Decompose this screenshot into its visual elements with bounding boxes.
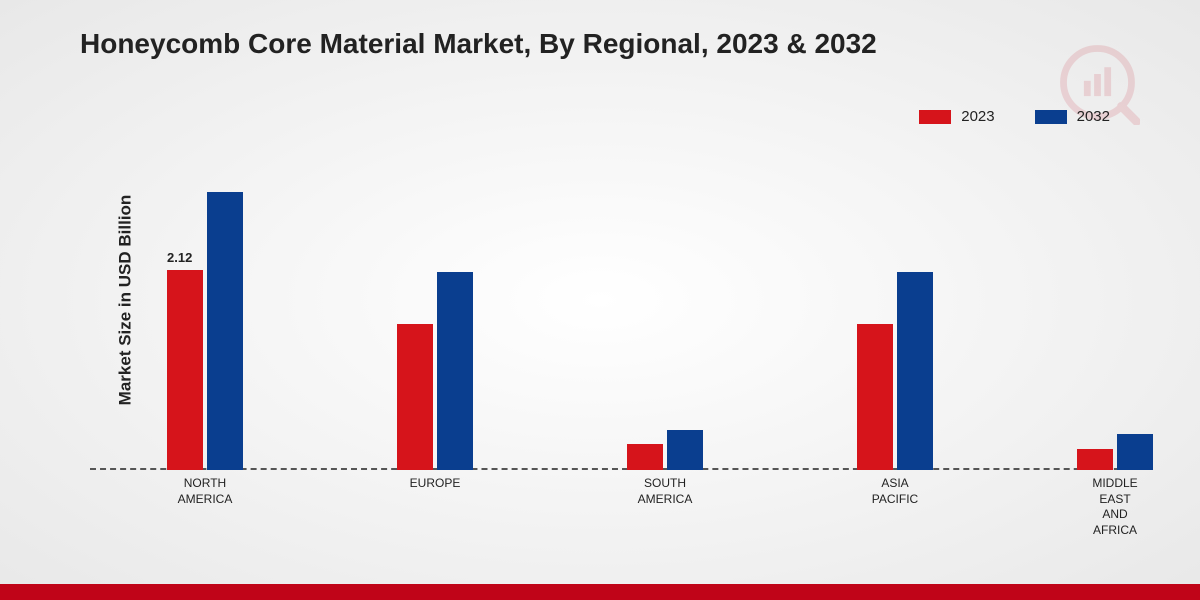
bar-2032 (437, 272, 473, 470)
bar-2032 (207, 192, 243, 470)
bar-group (1077, 434, 1153, 470)
bar-2023 (857, 324, 893, 470)
bar-group (857, 272, 933, 470)
bar-value-label: 2.12 (167, 250, 192, 265)
bar-2032 (897, 272, 933, 470)
baseline (90, 468, 1150, 470)
bar-2023 (1077, 449, 1113, 470)
bar-group: 2.12 (167, 192, 243, 470)
legend-item-2032: 2032 (1035, 108, 1110, 125)
legend-label-2023: 2023 (961, 108, 994, 125)
bar-2032 (667, 430, 703, 470)
legend-swatch-2023 (919, 110, 951, 124)
bar-2023: 2.12 (167, 270, 203, 470)
bar-2023 (397, 324, 433, 470)
footer-divider (0, 584, 1200, 600)
category-label: ASIA PACIFIC (872, 476, 918, 507)
legend-label-2032: 2032 (1077, 108, 1110, 125)
category-label: EUROPE (410, 476, 461, 492)
bar-2032 (1117, 434, 1153, 470)
legend: 2023 2032 (919, 108, 1110, 125)
bar-group (627, 430, 703, 470)
category-label: SOUTH AMERICA (638, 476, 693, 507)
chart-title: Honeycomb Core Material Market, By Regio… (80, 28, 877, 60)
legend-swatch-2032 (1035, 110, 1067, 124)
bar-2023 (627, 444, 663, 470)
chart-plot-area: 2.12 (90, 140, 1150, 470)
category-labels: NORTH AMERICA EUROPE SOUTH AMERICA ASIA PAC… (90, 476, 1150, 556)
category-label: NORTH AMERICA (178, 476, 233, 507)
legend-item-2023: 2023 (919, 108, 994, 125)
bar-group (397, 272, 473, 470)
category-label: MIDDLE EAST AND AFRICA (1092, 476, 1137, 538)
